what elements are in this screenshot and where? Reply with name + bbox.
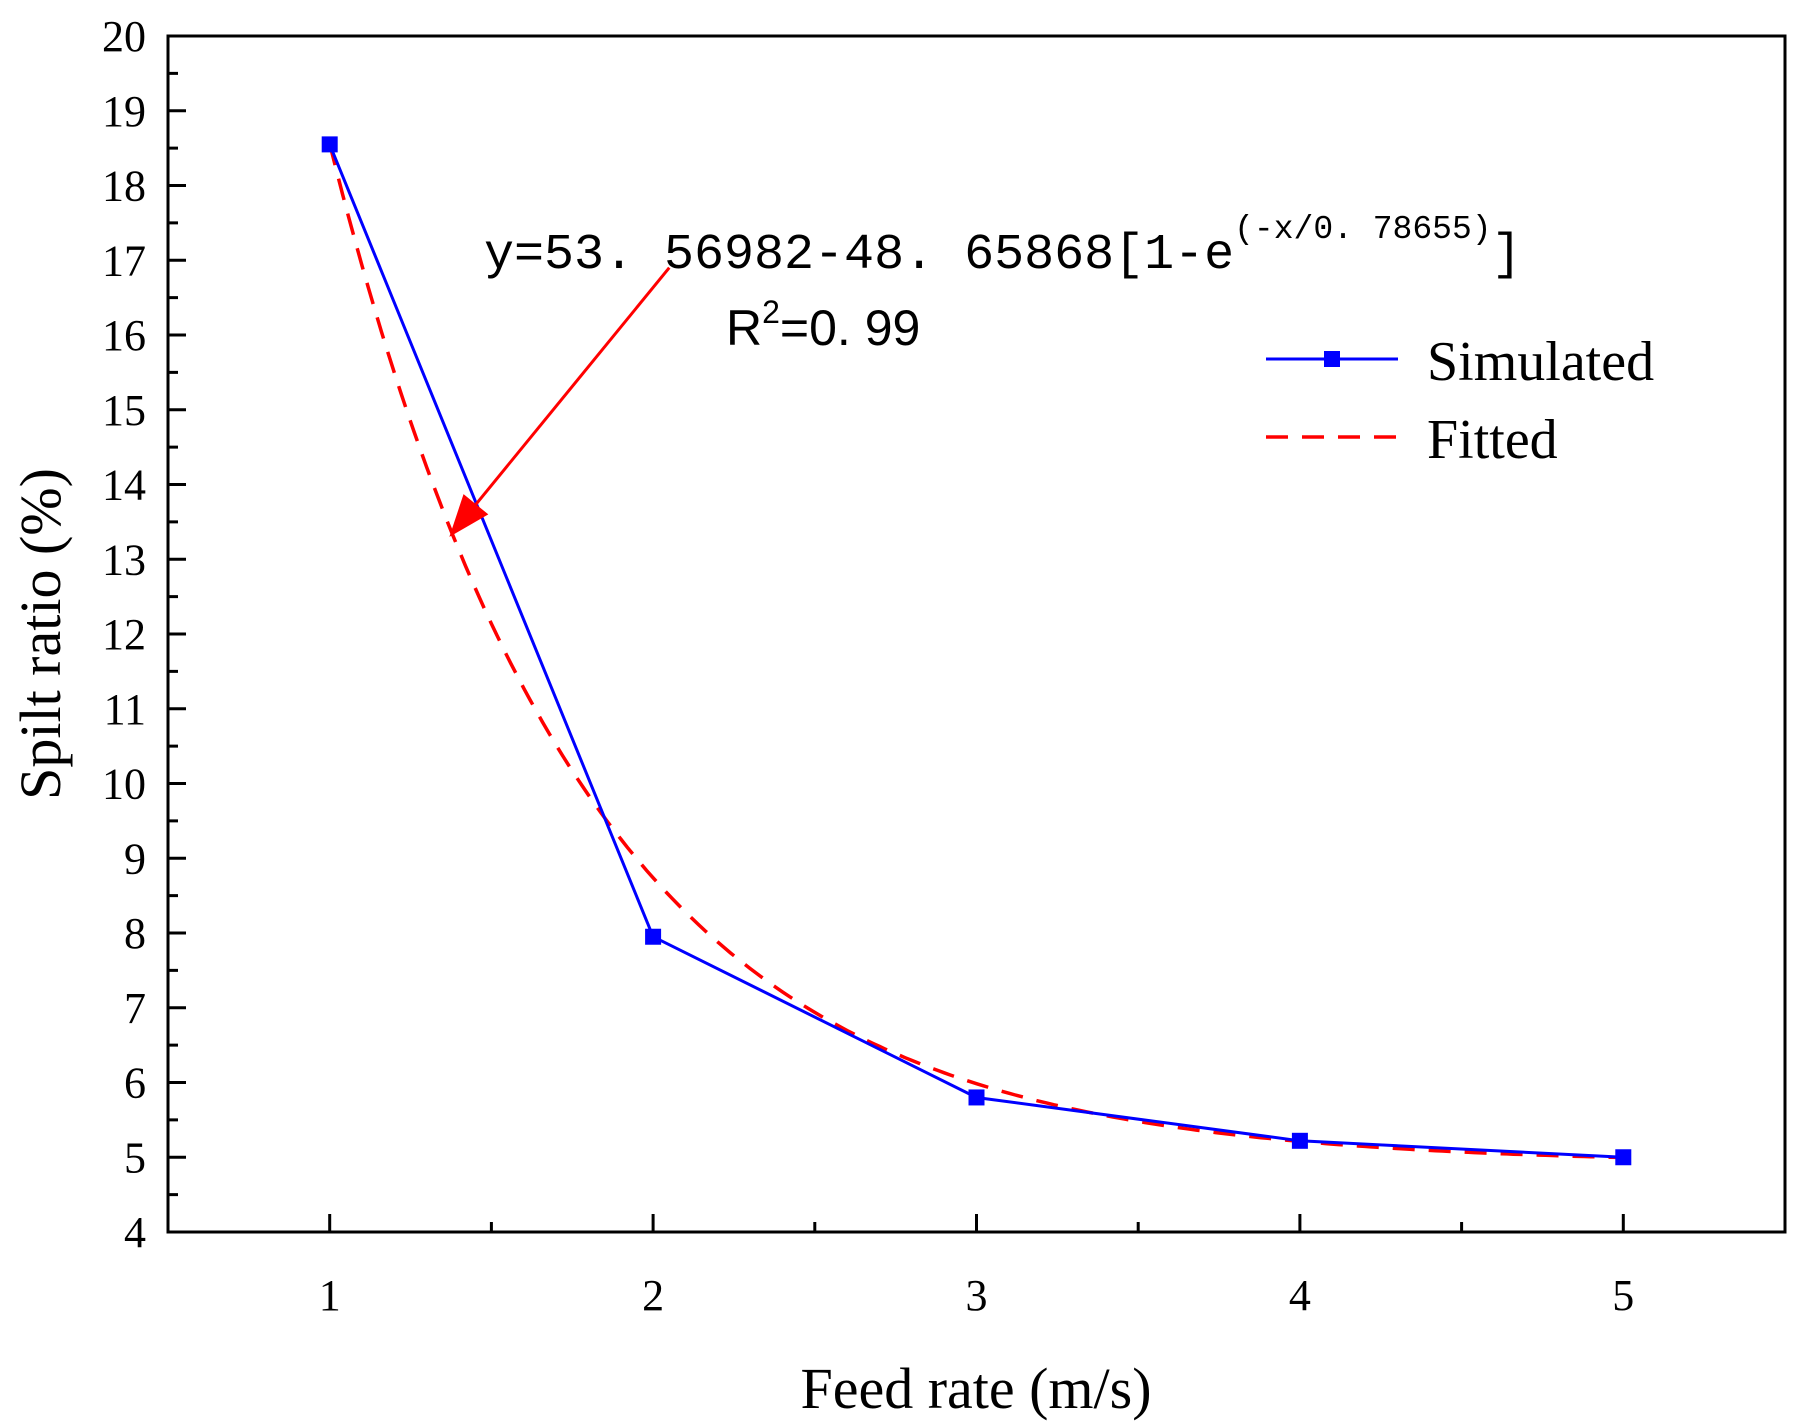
x-tick-label: 1 — [319, 1271, 341, 1320]
y-tick-label: 10 — [102, 760, 146, 809]
r-squared: R2=0. 99 — [726, 294, 920, 356]
plot-frame — [166, 34, 1787, 1234]
y-tick-label: 5 — [124, 1133, 146, 1182]
legend: Simulated Fitted — [1266, 331, 1654, 471]
x-tick-label: 3 — [966, 1271, 988, 1320]
y-tick-label: 19 — [102, 87, 146, 136]
x-axis-label: Feed rate (m/s) — [800, 1356, 1151, 1421]
y-tick-label: 15 — [102, 386, 146, 435]
y-tick-label: 11 — [104, 685, 146, 734]
y-tick-label: 20 — [102, 12, 146, 61]
fitted-curve — [328, 143, 1624, 1160]
y-axis-label: Spilt ratio (%) — [8, 468, 73, 800]
annotation-arrow-line — [474, 266, 671, 506]
y-tick-label: 13 — [102, 535, 146, 584]
y-tick-label: 4 — [124, 1208, 146, 1257]
x-tick-label: 4 — [1289, 1271, 1311, 1320]
simulated-point — [321, 136, 338, 153]
y-tick-label: 7 — [124, 984, 146, 1033]
y-tick-label: 12 — [102, 610, 146, 659]
y-tick-label: 6 — [124, 1059, 146, 1108]
y-tick-label: 8 — [124, 909, 146, 958]
r-squared-prefix: R — [726, 300, 762, 356]
simulated-line — [328, 143, 1624, 1159]
y-axis-ticks: 4 5 6 7 8 9 10 11 12 13 14 15 16 17 18 19 20 — [102, 12, 186, 1257]
legend-simulated-marker — [1324, 351, 1340, 367]
y-tick-label: 17 — [102, 236, 146, 285]
y-tick-label: 18 — [102, 162, 146, 211]
y-tick-label: 16 — [102, 311, 146, 360]
x-tick-label: 5 — [1612, 1271, 1634, 1320]
x-axis-ticks: 1 2 3 4 5 — [319, 1214, 1634, 1320]
series-layer — [321, 136, 1632, 1166]
legend-simulated-label: Simulated — [1427, 331, 1654, 393]
r-squared-superscript: 2 — [762, 294, 780, 330]
simulated-point — [1291, 1132, 1308, 1149]
y-tick-label: 9 — [124, 834, 146, 883]
fit-equation: y=53. 56982-48. 65868[1-e(-x/0. 78655)] — [484, 211, 1522, 284]
fit-equation-exponent: (-x/0. 78655) — [1234, 211, 1491, 248]
simulated-point — [645, 928, 662, 945]
fit-annotation: y=53. 56982-48. 65868[1-e(-x/0. 78655)] … — [484, 211, 1522, 356]
annotation-arrow-head — [449, 494, 489, 537]
x-tick-label: 2 — [642, 1271, 664, 1320]
y-tick-label: 14 — [102, 461, 146, 510]
simulated-point — [968, 1089, 985, 1106]
legend-fitted-label: Fitted — [1427, 409, 1558, 471]
r-squared-value: =0. 99 — [780, 300, 920, 356]
fit-equation-suffix: ] — [1492, 227, 1522, 284]
fit-equation-prefix: y=53. 56982-48. 65868[1-e — [484, 227, 1234, 284]
simulated-point — [1615, 1149, 1632, 1166]
